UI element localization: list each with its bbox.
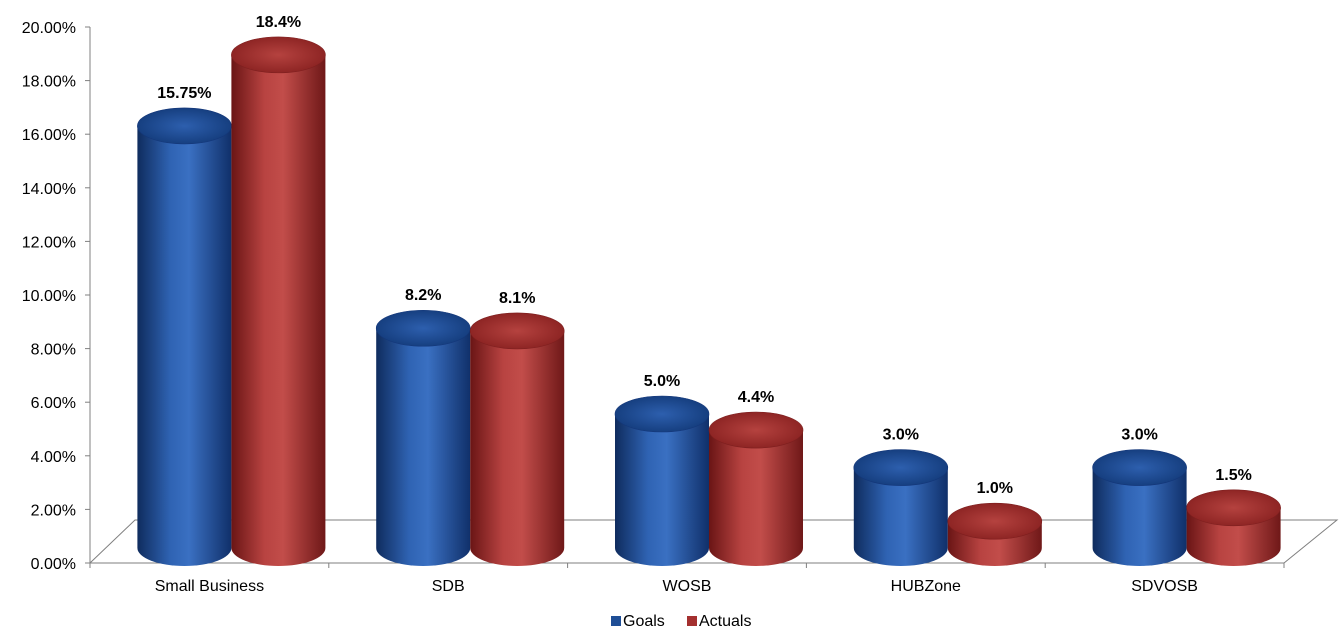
bar-top: [231, 36, 326, 74]
legend-swatch: [611, 616, 621, 626]
legend: Goals Actuals: [611, 613, 751, 630]
data-label-goals: 3.0%: [1121, 427, 1157, 444]
y-tick-label: 8.00%: [31, 342, 76, 359]
data-label-goals: 3.0%: [883, 427, 919, 444]
y-tick-label: 12.00%: [22, 234, 76, 251]
bar-body: [231, 54, 326, 566]
y-tick-label: 18.00%: [22, 74, 76, 91]
data-label-actuals: 1.0%: [977, 480, 1013, 497]
bar-actuals-4: [1186, 489, 1281, 566]
legend-item-goals: Goals: [611, 613, 665, 630]
y-tick-label: 2.00%: [31, 502, 76, 519]
bar-top: [1186, 489, 1281, 527]
bar-body: [470, 330, 565, 566]
bar-body: [709, 430, 803, 566]
bar-goals-2: [614, 395, 710, 566]
bar-top: [1092, 449, 1187, 486]
data-label-goals: 8.2%: [405, 287, 441, 304]
legend-label: Actuals: [699, 613, 751, 630]
x-category-label: WOSB: [663, 578, 712, 595]
data-label-goals: 15.75%: [157, 85, 211, 102]
x-category-label: SDVOSB: [1131, 578, 1198, 595]
bar-top: [853, 449, 949, 486]
bars: [137, 36, 1281, 566]
bar-actuals-2: [708, 411, 804, 566]
data-labels: 15.75% 18.4% 8.2% 8.1% 5.0% 4.4% 3.0% 1.0% 3.0% 1…: [157, 14, 1252, 497]
bar-goals-1: [375, 309, 471, 566]
y-tick-label: 4.00%: [31, 449, 76, 466]
data-label-goals: 5.0%: [644, 373, 680, 390]
bar-top: [137, 107, 232, 145]
x-category-label: SDB: [432, 578, 465, 595]
y-tick-label: 20.00%: [22, 20, 76, 37]
bar-top: [708, 411, 804, 449]
legend-swatch: [687, 616, 697, 626]
bar-top: [947, 502, 1043, 540]
y-tick-label: 16.00%: [22, 127, 76, 144]
y-tick-label: 14.00%: [22, 181, 76, 198]
bar-goals-3: [853, 449, 949, 566]
bar-top: [375, 309, 471, 347]
data-label-actuals: 18.4%: [256, 14, 301, 31]
x-category-label: HUBZone: [891, 578, 961, 595]
bar-body: [1092, 467, 1187, 566]
data-label-actuals: 4.4%: [738, 389, 774, 406]
data-label-actuals: 1.5%: [1215, 467, 1251, 484]
bar-body: [853, 467, 948, 566]
bar-top: [469, 312, 565, 350]
legend-label: Goals: [623, 613, 665, 630]
y-tick-label: 0.00%: [31, 556, 76, 573]
bar-body: [615, 414, 709, 566]
bar-actuals-3: [947, 502, 1043, 566]
bar-body: [137, 125, 232, 566]
x-category-label: Small Business: [155, 578, 264, 595]
bar-actuals-0: [231, 36, 326, 566]
y-tick-label: 10.00%: [22, 288, 76, 305]
bar-body: [376, 328, 471, 566]
data-label-actuals: 8.1%: [499, 290, 535, 307]
y-tick-label: 6.00%: [31, 395, 76, 412]
legend-item-actuals: Actuals: [687, 613, 751, 630]
bar-actuals-1: [469, 312, 565, 566]
bar-goals-0: [137, 107, 232, 566]
bar-goals-4: [1092, 449, 1187, 566]
bar-top: [614, 395, 710, 433]
